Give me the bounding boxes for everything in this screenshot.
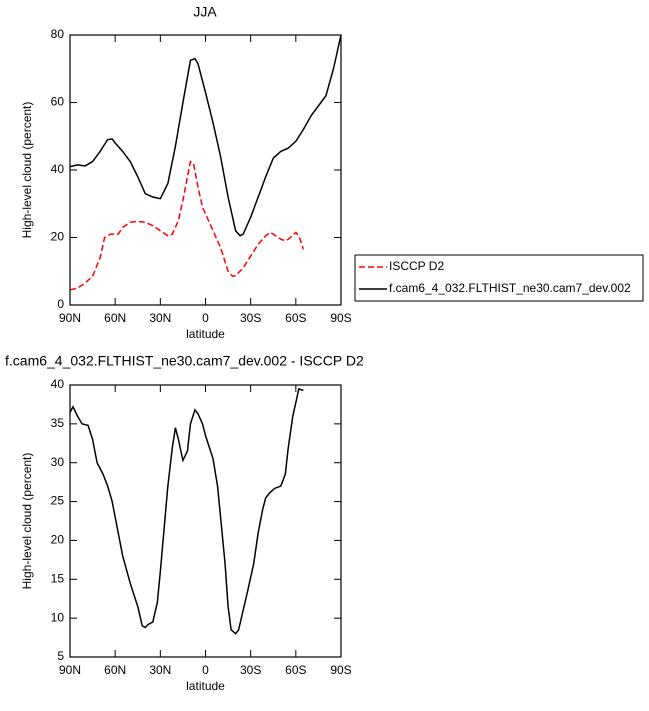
x-tick-label: 90N [59,663,81,677]
data-line [69,387,304,635]
y-tick-label: 35 [51,416,65,430]
y-tick-label: 20 [51,533,65,547]
y-tick-label: 15 [51,571,65,585]
y-tick-label: 25 [51,494,65,508]
x-tick-label: 90S [330,663,351,677]
x-tick-label: 60S [285,311,306,325]
x-tick-label: 90S [330,311,351,325]
x-tick-label: 30S [240,663,261,677]
x-tick-label: 30N [149,663,171,677]
y-tick-label: 0 [57,297,64,311]
y-axis-label: High-level cloud (percent) [20,102,34,239]
x-tick-label: 60N [104,663,126,677]
y-axis-label: High-level cloud (percent) [20,453,34,590]
y-tick-label: 40 [51,162,65,176]
legend-label: ISCCP D2 [389,259,444,273]
x-tick-label: 60N [104,311,126,325]
chart-title: JJA [193,4,217,20]
y-tick-label: 10 [51,610,65,624]
plot-frame [69,34,342,306]
x-tick-label: 30S [240,311,261,325]
legend-box [354,254,644,302]
y-tick-label: 30 [51,455,65,469]
data-line [69,34,342,237]
y-tick-label: 60 [51,95,65,109]
x-tick-label: 30N [149,311,171,325]
plot-frame [69,384,342,658]
data-line [69,160,305,291]
x-axis-label: latitude [186,327,225,341]
x-tick-label: 90N [59,311,81,325]
x-axis-label: latitude [186,679,225,693]
x-tick-label: 60S [285,663,306,677]
chart-title: f.cam6_4_032.FLTHIST_ne30.cam7_dev.002 -… [5,353,364,369]
y-tick-label: 40 [51,377,65,391]
x-tick-label: 0 [202,663,209,677]
y-tick-label: 5 [57,649,64,663]
legend-label: f.cam6_4_032.FLTHIST_ne30.cam7_dev.002 [389,281,631,295]
y-tick-label: 80 [51,27,65,41]
y-tick-label: 20 [51,230,65,244]
x-tick-label: 0 [202,311,209,325]
